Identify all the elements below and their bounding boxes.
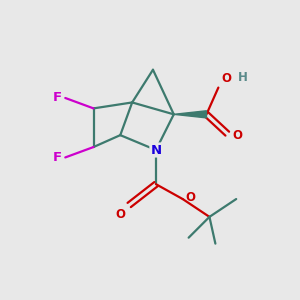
Text: F: F	[53, 92, 62, 104]
Polygon shape	[174, 111, 206, 118]
Text: O: O	[221, 72, 231, 85]
Text: O: O	[232, 129, 243, 142]
Text: F: F	[53, 151, 62, 164]
Text: O: O	[116, 208, 126, 221]
Text: O: O	[186, 191, 196, 204]
Text: H: H	[238, 71, 248, 84]
Text: N: N	[150, 143, 161, 157]
